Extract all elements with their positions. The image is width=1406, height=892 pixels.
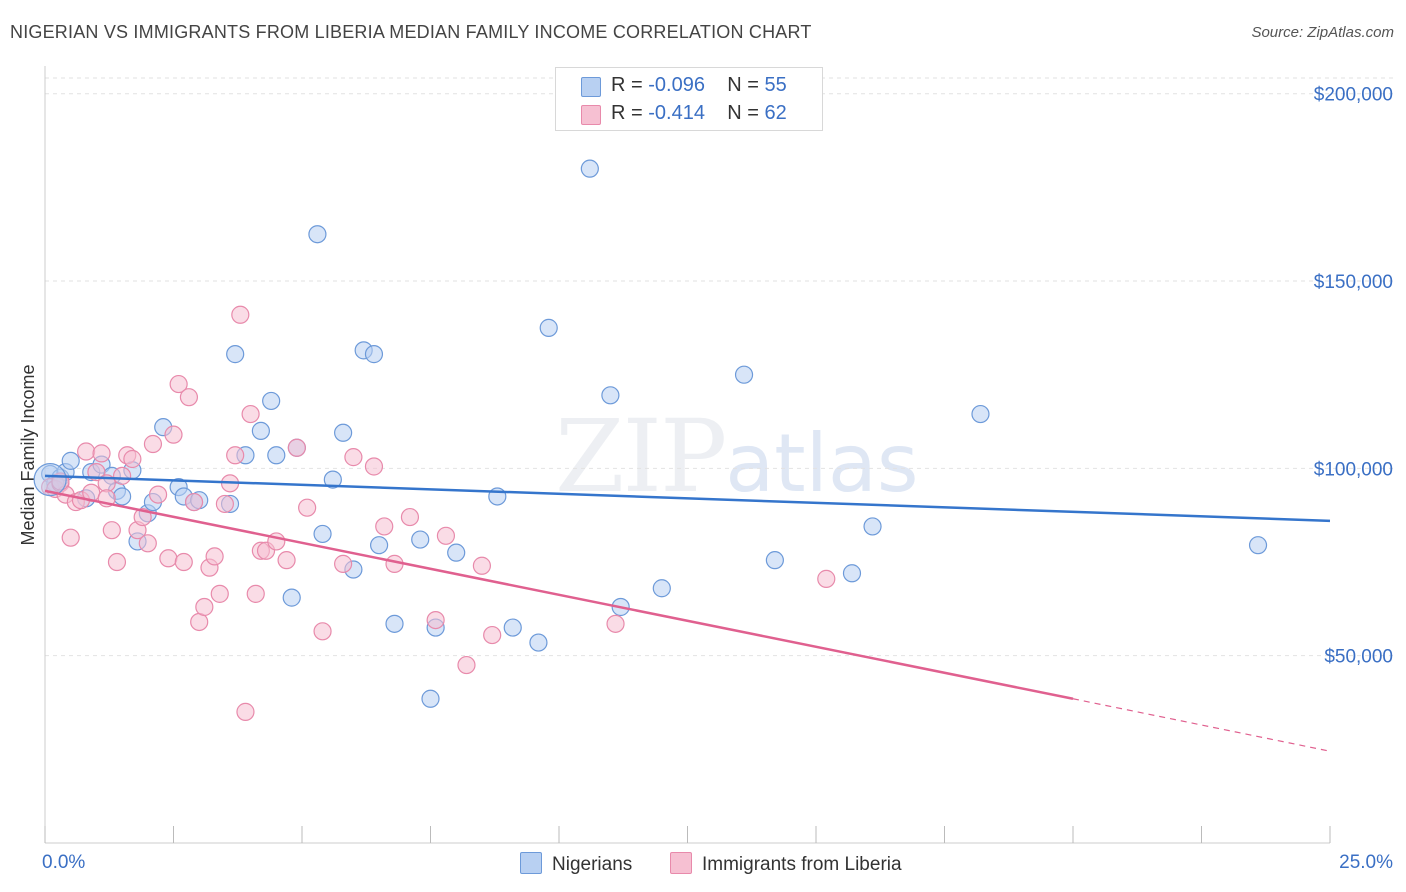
nigerians-point (308, 225, 327, 244)
liberia-trend-extension (1072, 698, 1331, 752)
liberia-point (313, 622, 332, 641)
liberia-point (205, 547, 224, 566)
legend-swatch-liberia (581, 105, 601, 125)
nigerians-point (842, 564, 862, 583)
liberia-point (179, 388, 199, 407)
liberia-point (231, 305, 250, 324)
liberia-point (92, 444, 111, 463)
liberia-point (133, 507, 152, 527)
nigerians-point (370, 536, 389, 555)
nigerians-point (601, 386, 620, 405)
liberia-point (334, 554, 353, 573)
liberia-point (436, 526, 456, 545)
nigerians-cluster-point (33, 463, 67, 497)
chart-title: NIGERIAN VS IMMIGRANTS FROM LIBERIA MEDI… (10, 22, 812, 42)
liberia-point (457, 655, 476, 675)
nigerians-point (61, 451, 80, 470)
liberia-point (123, 449, 142, 469)
nigerians-point (411, 530, 430, 549)
nigerians-point (226, 345, 245, 364)
liberia-point (77, 442, 96, 461)
liberia-point (184, 492, 204, 512)
y-tick-label: $50,000 (1324, 647, 1393, 668)
liberia-points (41, 305, 836, 721)
y-tick-label: $200,000 (1314, 85, 1393, 106)
liberia-trend-line (44, 489, 1074, 700)
nigerians-point (267, 446, 286, 465)
liberia-point (817, 569, 836, 588)
liberia-point (287, 438, 306, 457)
nigerians-point (313, 524, 332, 544)
liberia-point (241, 404, 260, 424)
liberia-point (169, 374, 188, 394)
nigerians-point (323, 470, 342, 489)
liberia-point (277, 551, 296, 570)
liberia-point (298, 498, 317, 517)
liberia-point (606, 614, 625, 633)
liberia-point (426, 610, 445, 630)
nigerians-point (529, 633, 548, 652)
legend-text-liberia: R = -0.414 N = 62 (611, 102, 787, 124)
y-tick-label: $150,000 (1314, 272, 1393, 293)
liberia-point (102, 521, 121, 540)
liberia-point (236, 702, 255, 721)
liberia-point (164, 425, 183, 444)
nigerians-point (251, 421, 270, 441)
liberia-point (148, 485, 168, 504)
nigerians-point (385, 614, 404, 633)
liberia-point (400, 507, 420, 527)
liberia-point (174, 552, 193, 572)
watermark-atlas: atlas (725, 417, 919, 510)
nigerians-point (112, 487, 132, 506)
liberia-point (246, 584, 265, 603)
correlation-legend: R = -0.096 N = 55 R = -0.414 N = 62 (555, 67, 823, 131)
series-label-liberia: Immigrants from Liberia (702, 854, 902, 875)
liberia-point (226, 446, 245, 465)
nigerians-point (863, 517, 882, 536)
liberia-point (364, 457, 384, 476)
nigerians-point (334, 423, 353, 442)
nigerians-trend-line (44, 474, 1331, 523)
liberia-point (210, 584, 229, 603)
nigerians-point (421, 689, 440, 708)
liberia-point (107, 552, 127, 572)
liberia-point (483, 625, 502, 645)
nigerians-point (539, 318, 558, 337)
series-swatch-nigerians (520, 852, 542, 874)
liberia-point (344, 448, 363, 467)
liberia-point (472, 556, 491, 575)
nigerians-point (652, 579, 671, 598)
nigerians-point (734, 365, 754, 384)
y-tick-label: $100,000 (1314, 459, 1393, 480)
liberia-point (112, 466, 132, 485)
liberia-point (215, 494, 234, 514)
nigerians-point (447, 543, 466, 562)
x-tick-label-min: 0.0% (42, 852, 85, 873)
liberia-point (195, 597, 214, 617)
series-swatch-liberia (670, 852, 692, 874)
liberia-point (138, 534, 157, 553)
nigerians-point (580, 159, 599, 178)
source-label: Source: ZipAtlas.com (1251, 24, 1394, 41)
liberia-point (159, 549, 178, 568)
legend-swatch-nigerians (581, 77, 601, 97)
x-tick-label-max: 25.0% (1339, 852, 1393, 873)
series-label-nigerians: Nigerians (552, 854, 633, 875)
legend-text-nigerians: R = -0.096 N = 55 (611, 74, 787, 96)
nigerians-point (765, 551, 784, 570)
nigerians-point (503, 618, 522, 637)
nigerians-point (262, 391, 281, 411)
nigerians-point (1248, 536, 1268, 555)
liberia-point (375, 517, 394, 536)
series-legend-nigerians: Nigerians (520, 852, 632, 876)
nigerians-point (282, 588, 301, 607)
nigerians-point (364, 345, 384, 364)
nigerians-points (41, 159, 1268, 708)
liberia-point (143, 434, 163, 454)
liberia-point (61, 528, 80, 547)
nigerians-point (971, 404, 990, 424)
y-axis-label: Median Family Income (18, 364, 38, 545)
series-legend-liberia: Immigrants from Liberia (670, 852, 902, 876)
